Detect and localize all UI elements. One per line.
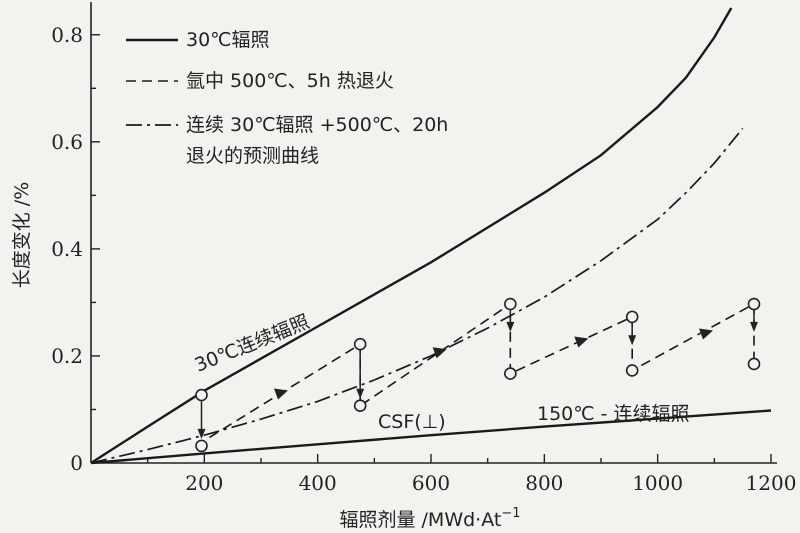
up-arrow-head-4 — [699, 328, 713, 340]
data-point-6 — [504, 367, 517, 380]
x-axis-title: 辐照剂量 /MWd·At−1 — [339, 506, 520, 531]
series-line-1-solid — [90, 7, 733, 465]
data-point-9 — [747, 297, 761, 311]
series-line-2-solid — [90, 409, 772, 465]
data-point-3 — [353, 337, 367, 351]
up-arrow-head-3 — [574, 336, 589, 348]
y-tick-label: 0 — [70, 451, 83, 475]
y-tick-label: 0.6 — [51, 130, 83, 154]
series-line-3-dashdot — [90, 127, 744, 464]
x-axis-title-superscript: −1 — [501, 506, 520, 521]
label-30c-continuous: 30℃连续辐照 — [192, 311, 313, 377]
label-csf: CSF(⊥) — [378, 411, 446, 433]
y-axis-title: 长度变化 /% — [11, 182, 33, 289]
label-150c-continuous: 150℃ - 连续辐照 — [537, 403, 690, 425]
legend-label-dashdot-line2: 退火的预测曲线 — [186, 145, 319, 167]
up-arrow-head-2 — [432, 347, 447, 359]
data-point-1 — [195, 388, 208, 402]
data-point-10 — [747, 357, 761, 371]
x-tick-label: 400 — [299, 471, 337, 495]
markers — [195, 297, 761, 453]
x-tick-label: 200 — [185, 471, 223, 495]
down-arrow-head-4 — [628, 335, 637, 346]
down-arrow-head-2 — [356, 388, 365, 399]
down-arrow-head-3 — [506, 321, 515, 332]
up-arrow-head-1 — [274, 388, 288, 400]
x-tick-label: 1000 — [632, 471, 683, 495]
legend-label-dashed: 氩中 500℃、5h 热退火 — [186, 70, 394, 92]
labels: 辐照剂量 /MWd·At−1 长度变化 /% 30℃连续辐照 150℃ - 连续辐照 C… — [11, 182, 690, 531]
data-point-4 — [353, 399, 367, 413]
ticks: 200 400 600 800 1000 1200 0 0.2 0.4 0.6 0.8 — [51, 23, 796, 495]
down-arrow-head-5 — [750, 321, 758, 332]
data-point-5 — [504, 297, 517, 311]
x-tick-label: 1200 — [746, 471, 797, 495]
arrows — [197, 310, 758, 439]
data-point-7 — [625, 310, 639, 324]
x-tick-label: 600 — [412, 471, 450, 495]
axes — [90, 2, 777, 464]
data-point-2 — [195, 439, 208, 453]
x-tick-label: 800 — [525, 471, 563, 495]
y-tick-label: 0.4 — [51, 237, 83, 261]
legend-label-dashdot: 连续 30℃辐照 +500℃、20h — [186, 114, 448, 136]
y-tick-label: 0.8 — [51, 23, 83, 47]
data-point-8 — [625, 364, 639, 377]
y-tick-label: 0.2 — [51, 344, 83, 368]
legend-label-solid: 30℃辐照 — [186, 29, 270, 51]
down-arrow-head-1 — [197, 428, 206, 439]
